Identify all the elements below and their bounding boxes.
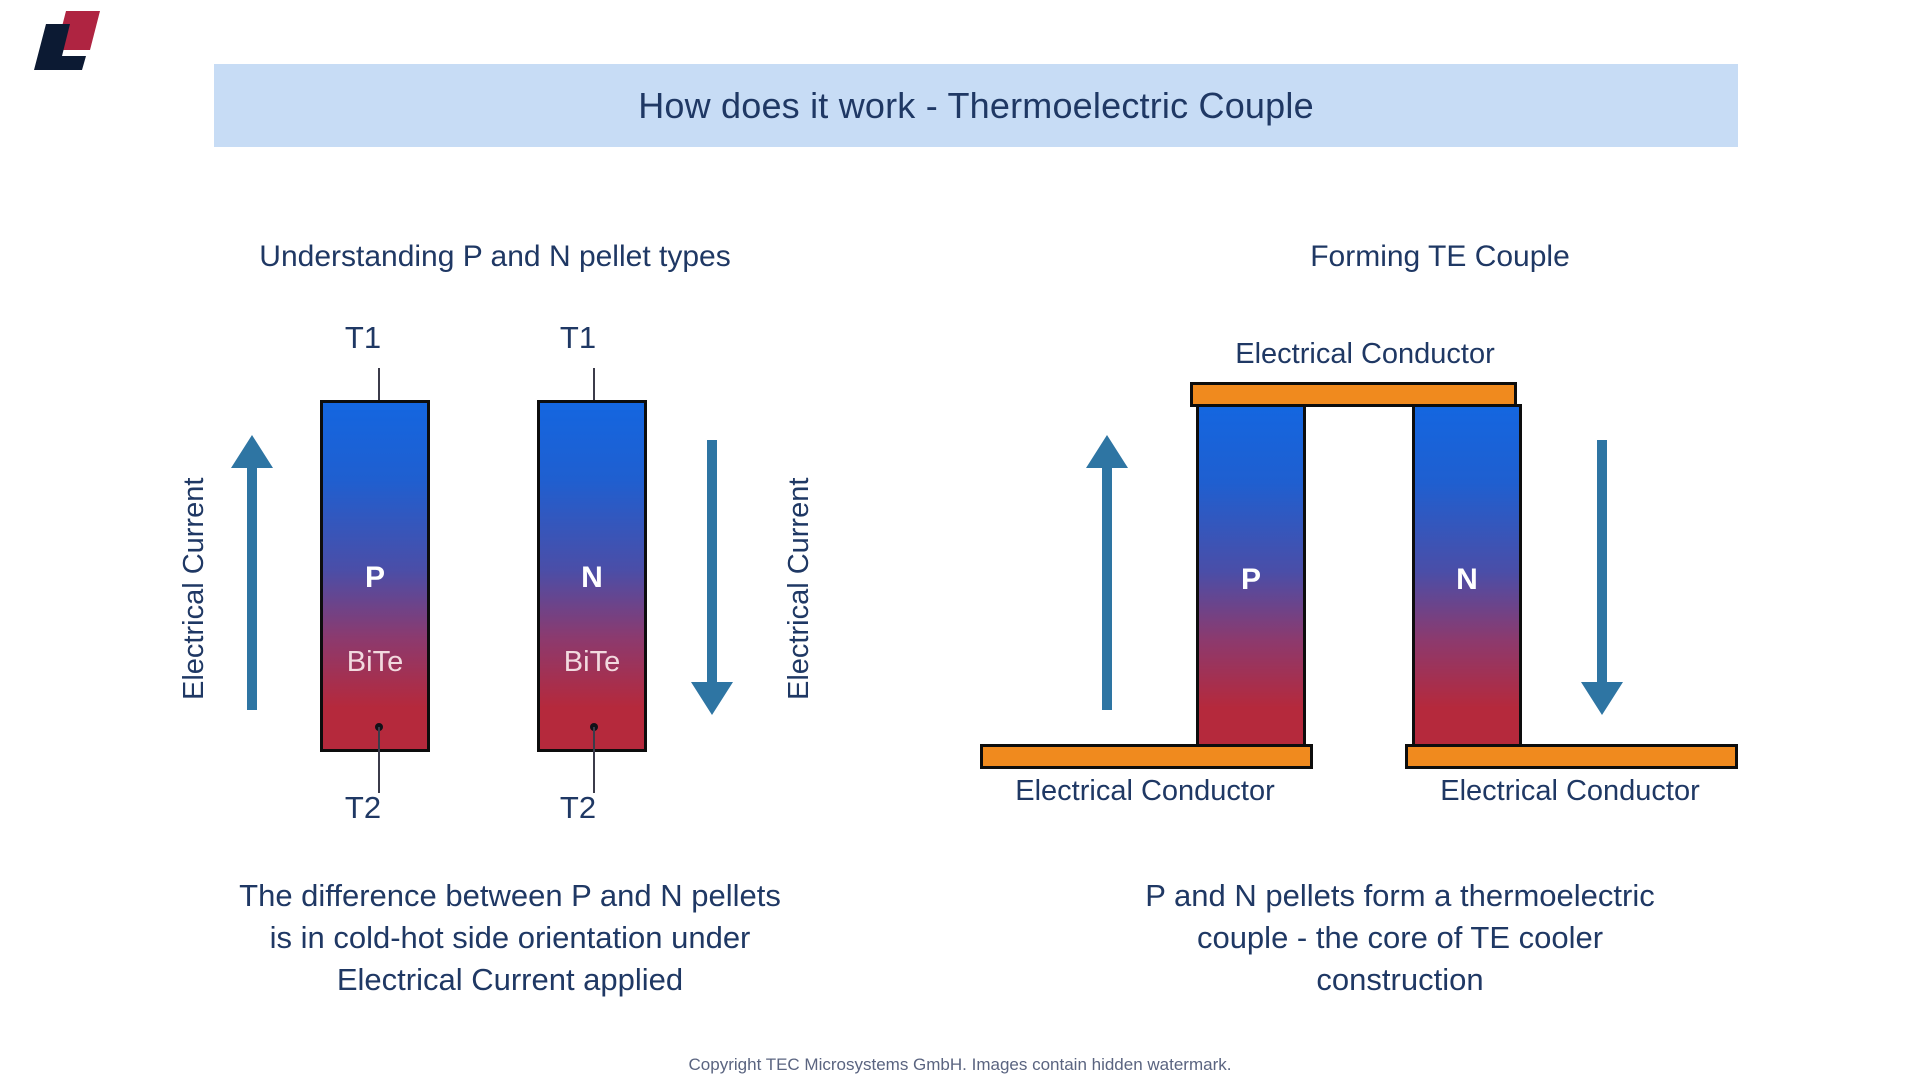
- pellet-n-left-letter: N: [581, 561, 603, 594]
- pellet-n-right: N: [1412, 404, 1522, 752]
- page-title: How does it work - Thermoelectric Couple: [638, 84, 1314, 126]
- logo-red-shape: [56, 11, 100, 50]
- top-conductor-label: Electrical Conductor: [1235, 338, 1495, 370]
- logo-dark-L-shape: [34, 24, 86, 70]
- arrow-down-icon: [691, 440, 733, 715]
- left-p-top-temp-label: T1: [344, 320, 382, 355]
- bottom-right-conductor-label: Electrical Conductor: [1440, 775, 1700, 807]
- left-panel-current-label-right: Electrical Current: [783, 477, 815, 700]
- left-n-bottom-temp-label: T2: [559, 790, 597, 825]
- right-panel-caption: P and N pellets form a thermoelectric co…: [1020, 875, 1780, 1001]
- right-caption-line-3: construction: [1316, 961, 1484, 997]
- left-n-top-temp-label: T1: [559, 320, 597, 355]
- arrow-up-icon-right-panel: [1086, 435, 1128, 710]
- pellet-n-right-letter: N: [1456, 563, 1478, 596]
- pellet-p-left-letter: P: [364, 561, 385, 594]
- bottom-left-electrical-conductor: [980, 744, 1313, 769]
- pellet-p-left-material: BiTe: [346, 646, 404, 678]
- right-caption-line-2: couple - the core of TE cooler: [1196, 919, 1604, 955]
- left-caption-line-2: is in cold-hot side orientation under: [269, 919, 751, 955]
- left-panel-heading: Understanding P and N pellet types: [259, 240, 731, 273]
- bottom-right-electrical-conductor: [1405, 744, 1738, 769]
- bottom-left-conductor-label: Electrical Conductor: [1015, 775, 1275, 807]
- copyright-footer: Copyright TEC Microsystems GmbH. Images …: [688, 1055, 1232, 1074]
- arrow-down-icon-right-panel: [1581, 440, 1623, 715]
- left-panel-caption: The difference between P and N pellets i…: [130, 875, 890, 1001]
- pellet-p-left: P BiTe: [320, 400, 430, 752]
- top-electrical-conductor: [1190, 382, 1517, 407]
- right-caption-line-1: P and N pellets form a thermoelectric: [1145, 878, 1655, 913]
- pellet-p-right: P: [1196, 404, 1306, 752]
- left-p-bottom-leader-line: [378, 727, 380, 793]
- left-p-bottom-temp-label: T2: [344, 790, 382, 825]
- left-panel-current-label-left: Electrical Current: [178, 477, 210, 700]
- arrow-up-icon: [231, 435, 273, 710]
- pellet-p-right-letter: P: [1240, 563, 1261, 596]
- left-caption-line-1: The difference between P and N pellets: [239, 878, 781, 913]
- left-n-bottom-leader-line: [593, 727, 595, 793]
- pellet-n-left-material: BiTe: [563, 646, 621, 678]
- left-caption-line-3: Electrical Current applied: [336, 961, 684, 997]
- tec-microsystems-logo: [34, 11, 100, 70]
- pellet-n-left: N BiTe: [537, 400, 647, 752]
- right-panel-heading: Forming TE Couple: [1310, 240, 1570, 273]
- page-title-banner: How does it work - Thermoelectric Couple: [214, 64, 1738, 147]
